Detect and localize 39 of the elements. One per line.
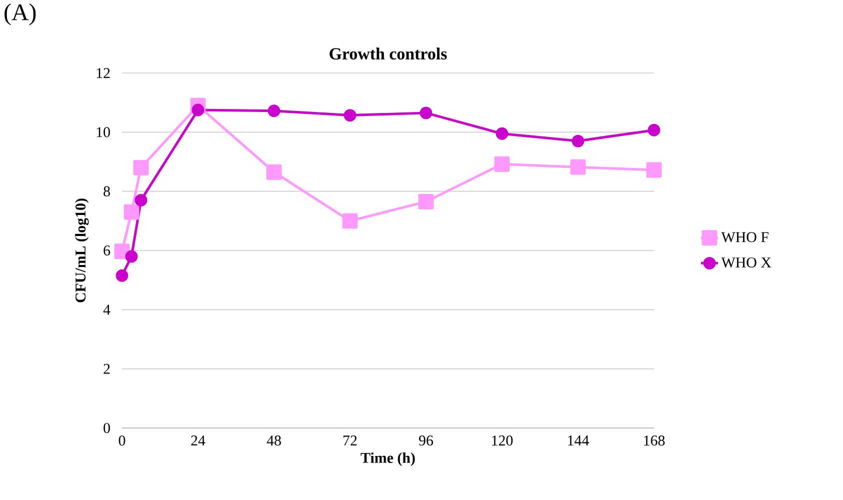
y-tick-label: 10 — [96, 127, 110, 138]
x-axis-title: Time (h) — [360, 452, 415, 466]
point — [268, 104, 280, 118]
x-tick-label: 120 — [492, 436, 513, 446]
point — [133, 160, 149, 176]
point — [420, 106, 432, 120]
x-tick-label: 96 — [419, 436, 434, 446]
point — [344, 109, 356, 122]
legend-label: WHO F — [721, 232, 768, 242]
point — [124, 204, 140, 220]
point — [572, 134, 584, 148]
point — [646, 162, 662, 178]
y-tick-label: 0 — [104, 422, 110, 434]
point — [570, 159, 586, 175]
point — [648, 124, 660, 136]
x-tick-label: 48 — [266, 436, 281, 446]
point — [418, 194, 434, 210]
x-tick-label: 168 — [644, 436, 665, 446]
point — [116, 269, 128, 282]
point — [496, 127, 508, 140]
y-tick-label: 6 — [104, 245, 110, 256]
x-tick-label: 72 — [344, 436, 357, 446]
x-tick-label: 144 — [568, 436, 589, 446]
y-axis-title: CFU/mL (log10) — [75, 198, 89, 302]
legend-label: WHO X — [721, 257, 772, 268]
y-tick-label: 12 — [96, 68, 110, 78]
y-tick-label: 8 — [104, 186, 110, 196]
x-tick-label: 24 — [191, 436, 206, 446]
point — [494, 156, 510, 172]
point — [266, 164, 282, 180]
point — [125, 250, 138, 263]
text: (A) — [4, 4, 36, 26]
point — [192, 104, 204, 116]
point — [342, 213, 358, 229]
chart-title: Growth controls — [330, 48, 447, 60]
x-tick-label: 0 — [118, 436, 126, 446]
y-tick-label: 2 — [104, 364, 110, 374]
point — [134, 194, 148, 206]
y-tick-label: 4 — [103, 304, 110, 315]
